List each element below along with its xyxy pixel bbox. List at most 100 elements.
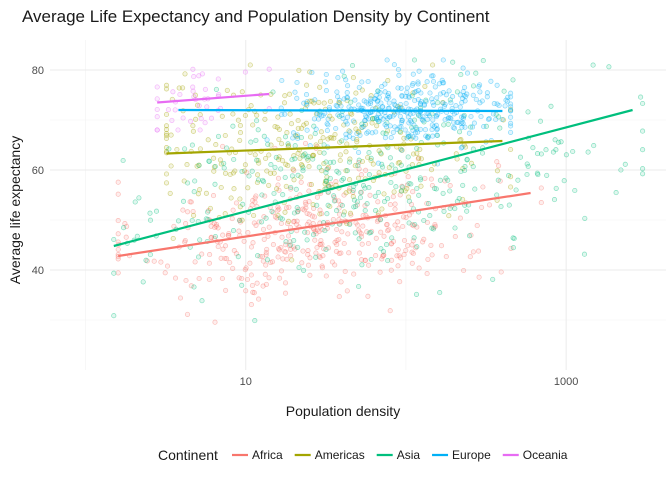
data-point <box>184 162 190 168</box>
data-point <box>398 124 404 130</box>
data-point <box>325 182 331 188</box>
data-point <box>364 130 370 136</box>
data-point <box>384 120 390 126</box>
data-point <box>227 259 233 266</box>
data-point <box>120 157 126 164</box>
data-point <box>432 84 438 90</box>
data-point <box>341 209 347 215</box>
data-point <box>288 184 294 191</box>
data-point <box>333 197 339 204</box>
data-point <box>375 111 381 117</box>
data-point <box>406 133 412 139</box>
data-point <box>331 159 337 165</box>
data-point <box>248 272 254 278</box>
data-point <box>508 146 514 153</box>
data-point <box>253 137 259 143</box>
data-point <box>548 103 554 109</box>
data-point <box>425 135 431 141</box>
data-point <box>484 94 490 100</box>
data-point <box>290 130 297 136</box>
data-point <box>389 235 395 241</box>
data-point <box>368 230 374 236</box>
data-point <box>362 257 368 263</box>
data-point <box>381 199 388 205</box>
data-point <box>347 133 353 140</box>
data-point <box>259 192 265 198</box>
data-point <box>311 100 317 106</box>
data-point <box>151 258 157 264</box>
data-point <box>535 172 541 178</box>
data-point <box>276 206 282 212</box>
data-point <box>561 178 567 184</box>
data-point <box>508 101 514 107</box>
data-point <box>385 78 391 84</box>
data-point <box>374 219 380 225</box>
data-point <box>479 204 485 210</box>
data-point <box>187 199 193 205</box>
data-point <box>362 118 368 124</box>
data-point <box>417 113 423 119</box>
data-point <box>477 89 483 95</box>
data-point <box>358 234 365 240</box>
data-point <box>300 165 306 171</box>
data-point <box>404 186 410 192</box>
data-point <box>304 237 310 243</box>
data-point <box>425 133 431 139</box>
data-point <box>205 209 211 215</box>
data-point <box>122 221 128 227</box>
data-point <box>262 116 268 122</box>
data-point <box>368 93 374 99</box>
axis-ticks: 10 1000 40 60 80 <box>32 65 579 388</box>
data-point <box>307 69 313 75</box>
data-point <box>538 200 544 206</box>
data-point <box>264 168 270 174</box>
data-point <box>451 125 458 131</box>
data-point <box>242 162 248 168</box>
data-point <box>445 116 451 122</box>
data-point <box>318 237 324 244</box>
data-point <box>189 217 195 224</box>
data-point <box>417 101 424 107</box>
data-point <box>165 107 171 113</box>
data-point <box>257 253 263 260</box>
data-point <box>418 99 424 105</box>
data-point <box>182 239 188 245</box>
data-point <box>314 202 320 208</box>
data-point <box>256 160 262 166</box>
data-point <box>408 181 414 187</box>
data-point <box>410 90 416 96</box>
data-point <box>350 187 356 193</box>
data-point <box>590 62 596 68</box>
data-point <box>281 100 288 106</box>
data-point <box>304 127 310 133</box>
data-point <box>195 191 201 197</box>
data-point <box>350 75 356 81</box>
data-point <box>314 227 320 233</box>
data-point <box>396 124 403 130</box>
data-point <box>288 253 294 259</box>
data-point <box>346 159 353 165</box>
data-point <box>362 117 368 123</box>
data-point <box>358 231 364 237</box>
data-point <box>255 127 261 133</box>
data-point <box>375 117 381 123</box>
data-point <box>342 268 348 274</box>
data-point <box>421 236 427 242</box>
data-point <box>366 116 372 122</box>
legend-label: Europe <box>452 448 491 462</box>
data-point <box>508 94 514 100</box>
data-point <box>331 193 337 199</box>
data-point <box>446 213 452 219</box>
data-point <box>462 144 469 150</box>
data-point <box>415 129 421 135</box>
data-point <box>464 91 470 97</box>
data-point <box>494 101 500 107</box>
data-point <box>294 134 300 140</box>
data-point <box>508 108 514 114</box>
data-point <box>303 205 309 211</box>
data-point <box>282 174 288 180</box>
data-point <box>369 228 375 234</box>
data-point <box>312 237 318 243</box>
data-point <box>400 223 406 230</box>
data-point <box>419 117 425 123</box>
